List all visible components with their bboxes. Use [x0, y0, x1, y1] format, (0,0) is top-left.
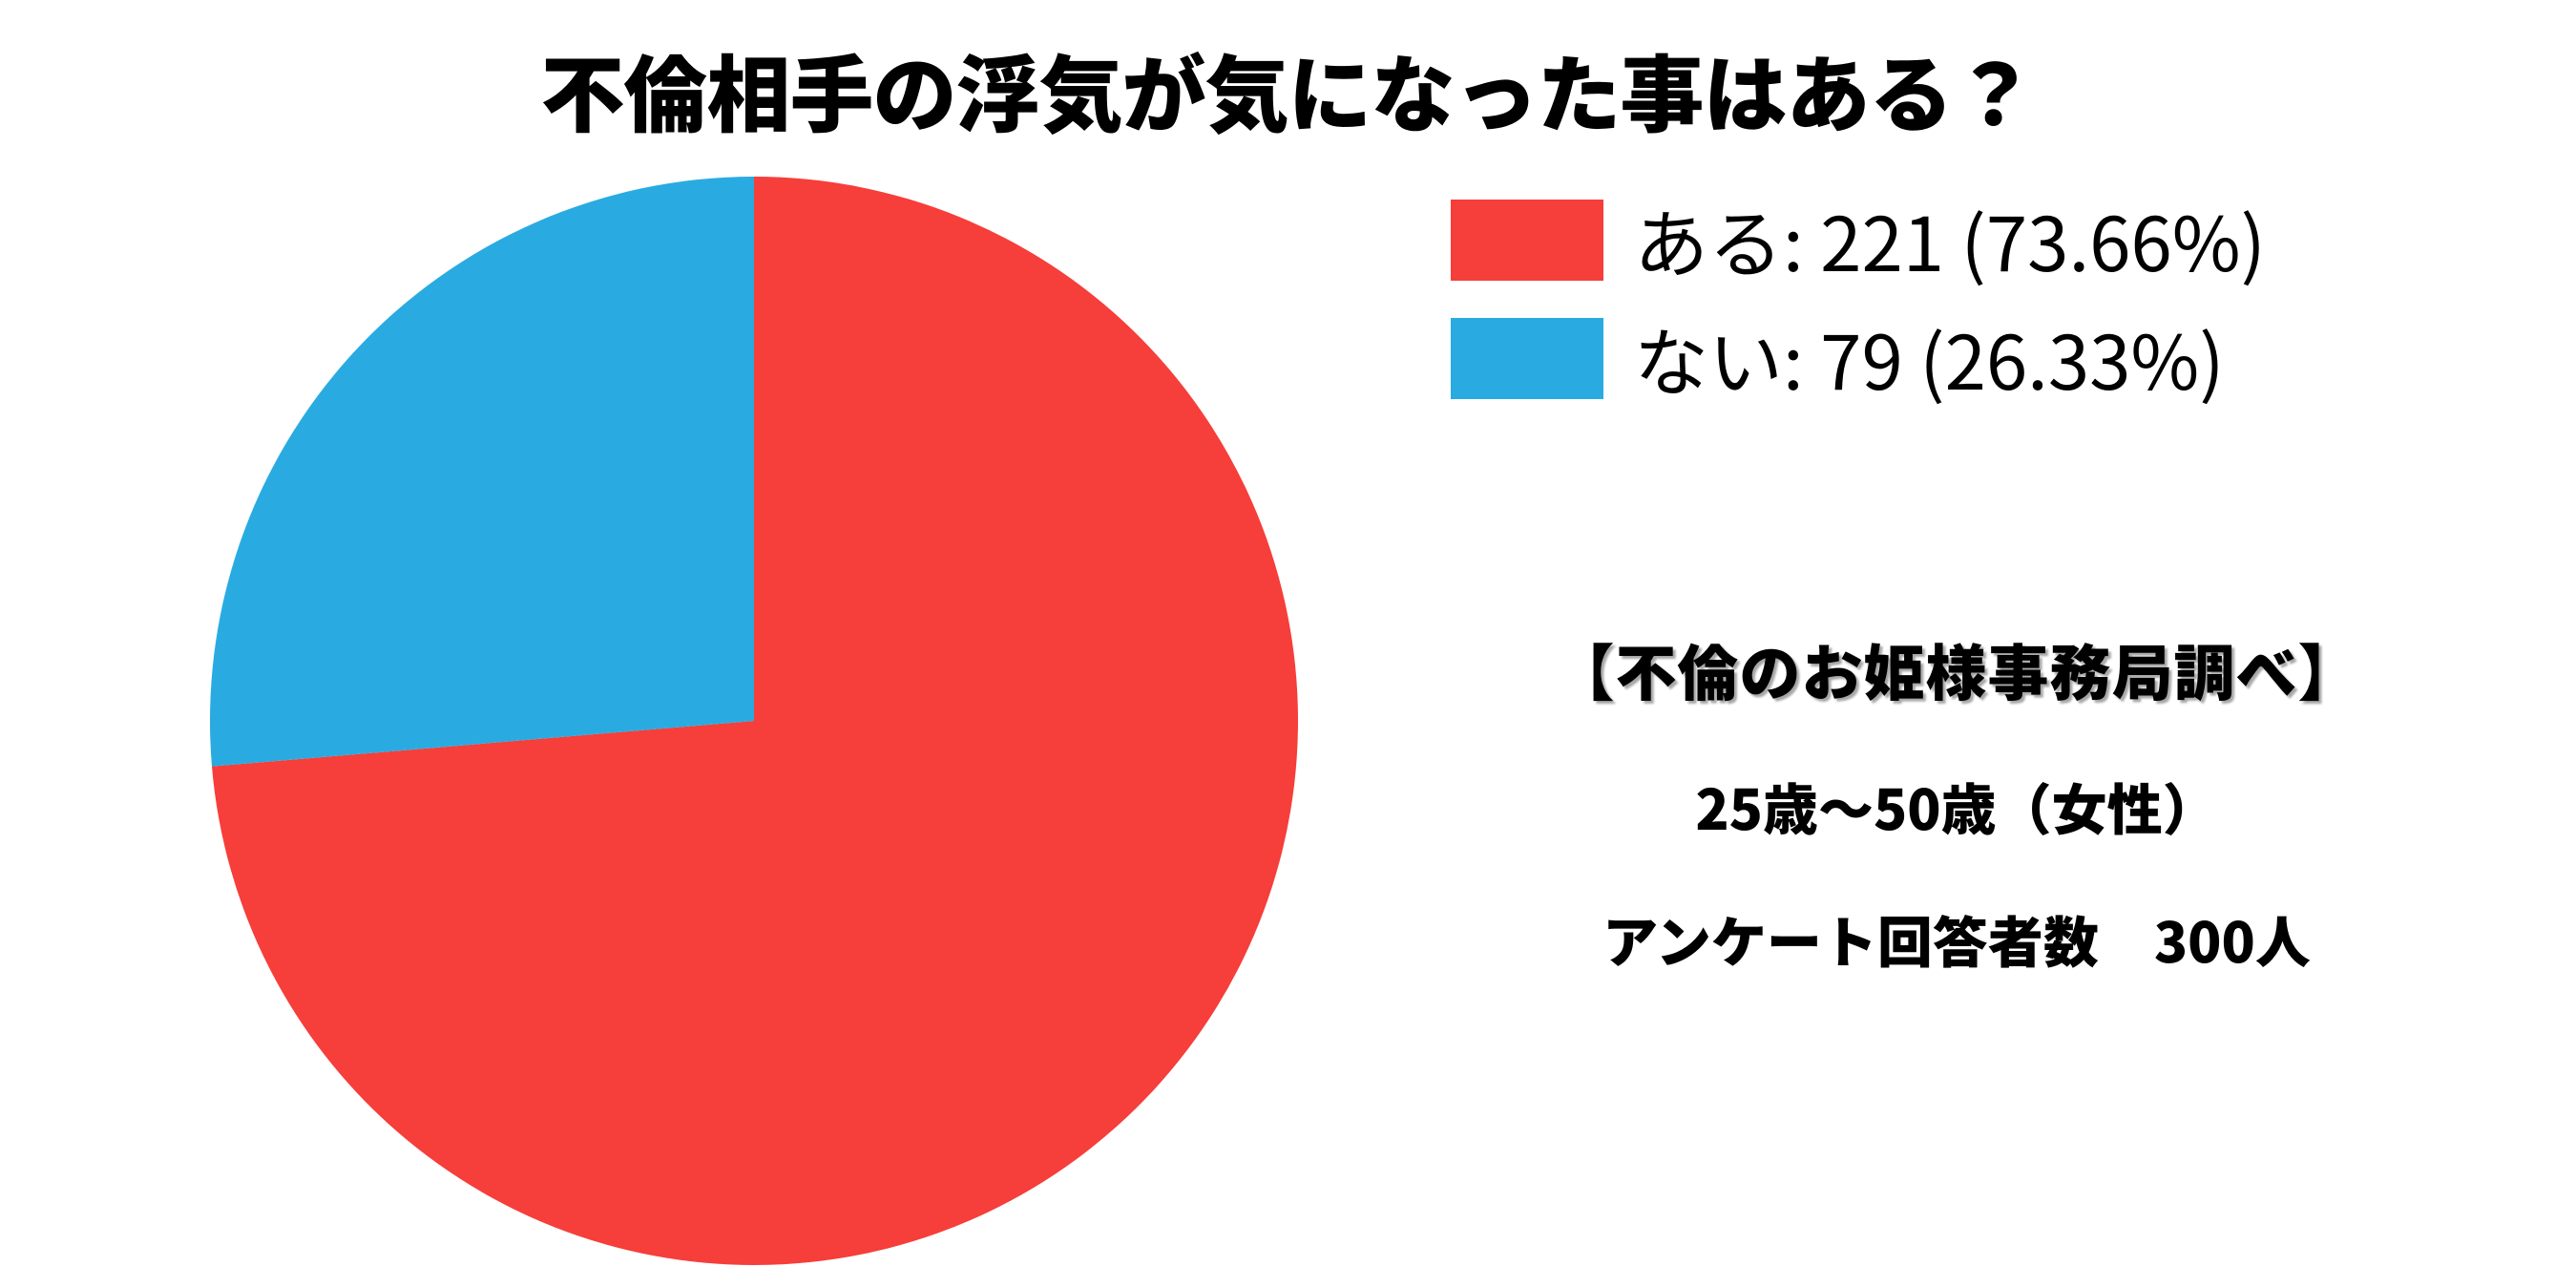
info-block: 【不倫のお姫様事務局調べ】 25歳〜50歳（女性） アンケート回答者数 300人: [1432, 625, 2482, 1031]
legend: ある: 221 (73.66%) ない: 79 (26.33%): [1451, 186, 2266, 423]
chart-container: 不倫相手の浮気が気になった事はある？ ある: 221 (73.66%) ない: …: [0, 0, 2576, 1288]
chart-title: 不倫相手の浮気が気になった事はある？: [0, 29, 2576, 150]
legend-swatch-1: [1451, 318, 1603, 399]
legend-label-0: ある: 221 (73.66%): [1634, 186, 2266, 293]
legend-swatch-0: [1451, 200, 1603, 281]
info-source: 【不倫のお姫様事務局調べ】: [1432, 625, 2482, 713]
pie-chart: [200, 167, 1308, 1275]
legend-item: ない: 79 (26.33%): [1451, 305, 2266, 412]
legend-item: ある: 221 (73.66%): [1451, 186, 2266, 293]
pie-slice: [210, 177, 754, 767]
legend-label-1: ない: 79 (26.33%): [1634, 305, 2225, 412]
info-demographic: 25歳〜50歳（女性）: [1432, 766, 2482, 846]
info-sample-size: アンケート回答者数 300人: [1432, 898, 2482, 979]
